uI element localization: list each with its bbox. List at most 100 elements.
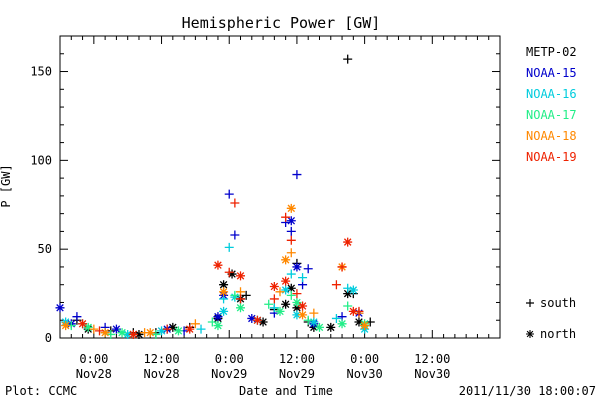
y-axis: 0 50 100 150 (30, 35, 500, 345)
data-point-north (145, 328, 155, 338)
data-point-north (219, 287, 229, 297)
data-point-south (269, 294, 279, 304)
data-point-south (162, 324, 172, 334)
data-point-north (343, 289, 353, 299)
data-point-north (286, 216, 296, 226)
data-point-south (264, 299, 274, 309)
data-point-north (354, 317, 364, 327)
data-point-south (303, 315, 313, 325)
x-tick-label-time: 12:00 (143, 352, 179, 366)
data-point-south (140, 328, 150, 338)
data-point-south (286, 248, 296, 258)
x-tick-label-time: 0:00 (350, 352, 379, 366)
data-point-north (236, 271, 246, 281)
data-point-north (269, 281, 279, 291)
data-point-north (286, 283, 296, 293)
legend-item: NOAA-16 (526, 87, 577, 101)
x-tick-label-date: Nov29 (279, 367, 315, 381)
data-point-north (213, 321, 223, 331)
plot-frame (59, 35, 501, 339)
data-point-north (281, 285, 291, 295)
x-tick-label-date: Nov30 (347, 367, 383, 381)
data-point-south (354, 306, 364, 316)
legend-item: METP-02 (526, 45, 577, 59)
data-point-south (343, 301, 353, 311)
legend-north-symbol (526, 330, 534, 338)
data-point-north (123, 329, 133, 339)
data-point-south (286, 269, 296, 279)
data-point-north (281, 255, 291, 265)
data-point-north (185, 324, 195, 334)
data-point-north (247, 313, 257, 323)
data-point-north (348, 306, 358, 316)
x-tick-label-date: Nov28 (76, 367, 112, 381)
data-point-north (134, 329, 144, 339)
marker-legend-label: south (540, 296, 576, 310)
data-point-north (157, 326, 167, 336)
data-point-north (348, 285, 358, 295)
x-tick-label-date: Nov30 (414, 367, 450, 381)
data-point-north (292, 310, 302, 320)
y-tick-label: 50 (38, 242, 52, 256)
data-point-north (275, 306, 285, 316)
data-point-south (230, 198, 240, 208)
y-tick-label: 0 (45, 331, 52, 345)
data-point-south (286, 226, 296, 236)
data-point-north (213, 260, 223, 270)
data-point-north (55, 303, 65, 313)
x-tick-label-time: 0:00 (215, 352, 244, 366)
x-tick-label-date: Nov28 (143, 367, 179, 381)
legend-item: NOAA-19 (526, 150, 577, 164)
chart-title: Hemispheric Power [GW] (182, 14, 381, 32)
data-point-south (292, 289, 302, 299)
x-axis: 0:00Nov2812:00Nov280:00Nov2912:00Nov290:… (59, 36, 501, 381)
data-point-north (337, 319, 347, 329)
data-point-north (292, 303, 302, 313)
data-point-south (292, 170, 302, 180)
y-tick-label: 100 (30, 153, 52, 167)
data-point-south (331, 280, 341, 290)
data-point-north (258, 317, 268, 327)
data-point-north (61, 321, 71, 331)
data-point-south (196, 324, 206, 334)
data-point-north (117, 328, 127, 338)
legend-item: NOAA-17 (526, 108, 577, 122)
data-point-south (224, 242, 234, 252)
data-point-north (78, 319, 88, 329)
data-point-south (72, 312, 82, 322)
data-point-north (360, 321, 370, 331)
data-point-north (252, 315, 262, 325)
data-point-north (236, 303, 246, 313)
data-point-north (309, 317, 319, 327)
data-point-north (213, 312, 223, 322)
data-point-south (207, 317, 217, 327)
legend-item: NOAA-18 (526, 129, 577, 143)
data-point-south (309, 308, 319, 318)
x-tick-label-date: Nov29 (211, 367, 247, 381)
data-point-north (173, 326, 183, 336)
data-point-south (190, 319, 200, 329)
data-point-south (236, 294, 246, 304)
x-tick-label-time: 12:00 (279, 352, 315, 366)
data-point-south (298, 273, 308, 283)
data-point-north (292, 262, 302, 272)
data-point-south (286, 235, 296, 245)
data-point-south (331, 313, 341, 323)
footer-timestamp: 2011/11/30 18:00:07 (459, 384, 596, 398)
legend: METP-02 NOAA-15 NOAA-16 NOAA-17 NOAA-18 NOAA-… (526, 45, 577, 164)
data-point-north (83, 322, 93, 332)
legend-item: NOAA-15 (526, 66, 577, 80)
data-point-south (337, 262, 347, 272)
data-point-north (314, 322, 324, 332)
data-point-south (89, 324, 99, 334)
x-axis-label: Date and Time (239, 384, 333, 398)
data-point-north (111, 324, 121, 334)
data-point-south (94, 326, 104, 336)
data-point-south (241, 290, 251, 300)
data-point-north (343, 237, 353, 247)
data-point-south (230, 230, 240, 240)
marker-legend-label: north (540, 327, 576, 341)
y-axis-label: P [GW] (0, 164, 13, 207)
data-point-south (281, 212, 291, 222)
